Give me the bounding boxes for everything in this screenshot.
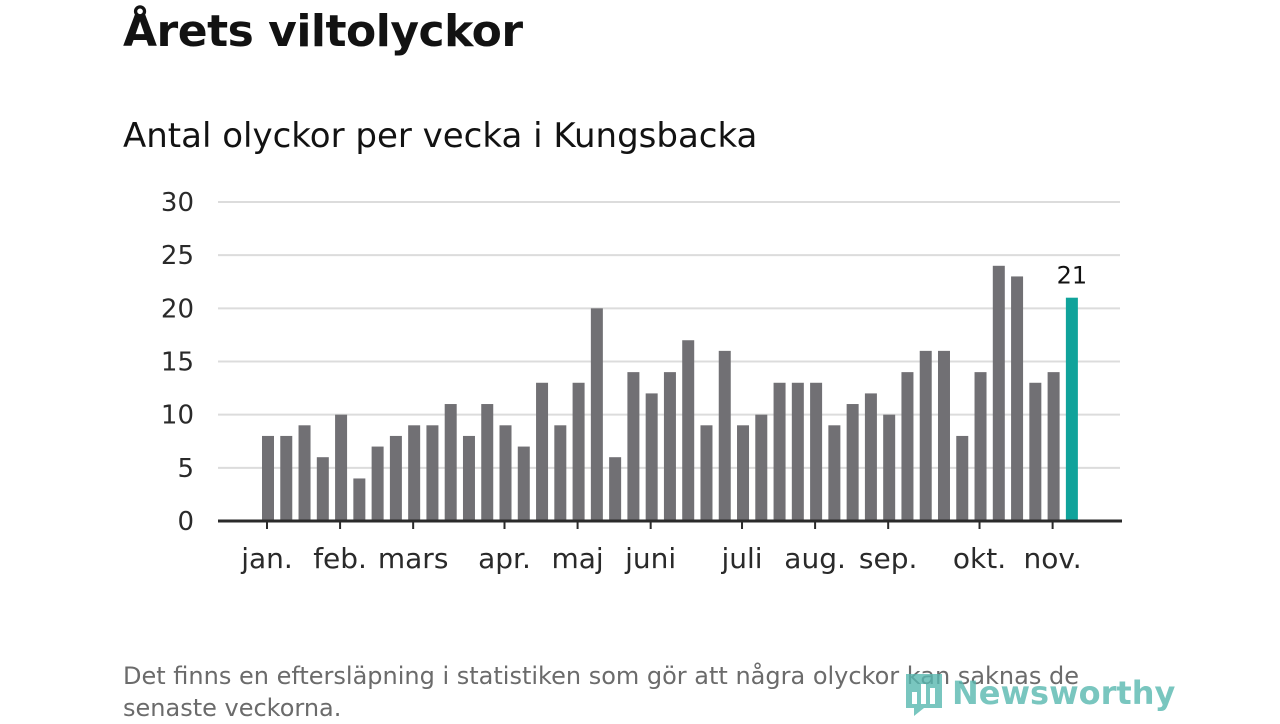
bar xyxy=(517,446,530,521)
y-tick-label: 5 xyxy=(177,454,194,484)
x-tick-label: juli xyxy=(720,542,762,575)
x-tick-label: juni xyxy=(624,542,676,575)
bar xyxy=(316,457,329,521)
x-tick-label: apr. xyxy=(478,542,531,575)
bar xyxy=(682,340,695,521)
bar xyxy=(1029,382,1042,521)
bar xyxy=(700,425,713,521)
bar xyxy=(846,404,859,521)
bar xyxy=(718,350,731,521)
bar xyxy=(408,425,421,521)
bar xyxy=(755,414,768,521)
x-tick-label: aug. xyxy=(784,542,846,575)
y-tick-label: 20 xyxy=(161,294,194,324)
bar xyxy=(919,350,932,521)
y-tick-label: 25 xyxy=(161,241,194,271)
bar-chart-icon xyxy=(906,674,942,716)
chart-title: Årets viltolyckor xyxy=(123,6,523,57)
bar xyxy=(773,382,786,521)
bar xyxy=(828,425,841,521)
bar xyxy=(371,446,384,521)
bar xyxy=(883,414,896,521)
bar xyxy=(262,435,274,521)
x-tick-label: jan. xyxy=(240,542,293,575)
bar xyxy=(426,425,439,521)
bar xyxy=(956,435,969,521)
bar xyxy=(298,425,311,521)
bar xyxy=(992,265,1005,521)
highlight-value-label: 21 xyxy=(1057,262,1088,290)
y-tick-label: 30 xyxy=(161,188,194,218)
newsworthy-logo: Newsworthy xyxy=(902,668,1175,718)
bar-chart: 0 5 10 15 20 25 30 jan. feb. mars apr. maj juni juli… xyxy=(161,188,1122,575)
bar xyxy=(810,382,823,521)
y-tick-label: 10 xyxy=(161,401,194,431)
bar xyxy=(645,393,658,521)
bar xyxy=(737,425,750,521)
logo-text: Newsworthy xyxy=(952,674,1176,712)
y-axis-ticks: 0 5 10 15 20 25 30 xyxy=(161,188,194,537)
bar xyxy=(536,382,549,521)
bar xyxy=(462,435,475,521)
x-tick-label: sep. xyxy=(859,542,918,575)
bar xyxy=(481,404,494,521)
x-tick-label: okt. xyxy=(953,542,1006,575)
bar xyxy=(937,350,950,521)
bar xyxy=(901,372,914,521)
chart-subtitle: Antal olyckor per vecka i Kungsbacka xyxy=(123,116,758,156)
x-tick-label: mars xyxy=(378,542,449,575)
bar xyxy=(572,382,585,521)
bar xyxy=(590,308,603,521)
bar xyxy=(1011,276,1024,521)
bar xyxy=(353,478,366,521)
bar xyxy=(791,382,804,521)
x-tick-label: maj xyxy=(551,542,603,575)
y-tick-label: 15 xyxy=(161,348,194,378)
bar xyxy=(864,393,877,521)
bar xyxy=(1047,372,1060,521)
bar-highlight xyxy=(1065,297,1078,521)
bar xyxy=(444,404,457,521)
bar xyxy=(335,414,348,521)
bar xyxy=(609,457,622,521)
bar xyxy=(627,372,640,521)
x-axis-ticks: jan. feb. mars apr. maj juni juli aug. sep. okt. n… xyxy=(240,521,1082,575)
bar xyxy=(389,435,402,521)
bar xyxy=(499,425,512,521)
bar xyxy=(554,425,567,521)
y-tick-label: 0 xyxy=(177,507,194,537)
bar xyxy=(280,435,293,521)
bar xyxy=(663,372,676,521)
x-tick-label: feb. xyxy=(313,542,367,575)
data-labels: 21 xyxy=(1057,262,1088,290)
bars xyxy=(262,265,1078,521)
x-tick-label: nov. xyxy=(1024,542,1082,575)
bar xyxy=(974,372,987,521)
